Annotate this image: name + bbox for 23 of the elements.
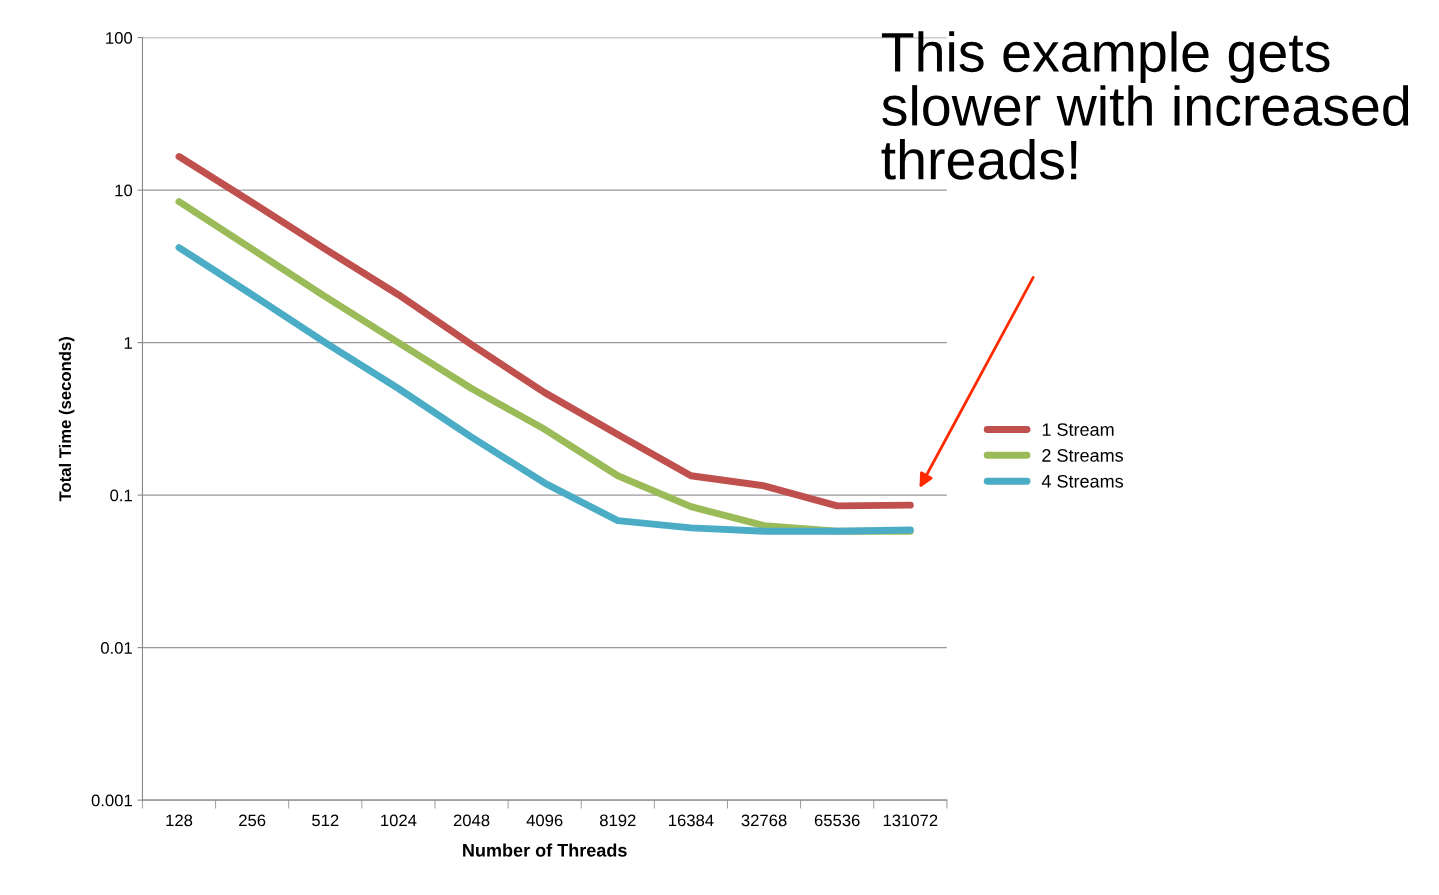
annotation: This example gets slower with increased threads! <box>881 31 1409 180</box>
y-tick-label: 0.01 <box>100 642 132 654</box>
legend-label: 4 Streams <box>1041 474 1124 488</box>
x-tick-label: 512 <box>312 814 339 827</box>
x-tick-label: 256 <box>239 814 266 827</box>
x-tick-label: 128 <box>166 814 193 827</box>
x-tick-label: 65536 <box>814 814 860 827</box>
y-axis-title: Total Time (seconds) <box>58 337 75 502</box>
x-tick-label: 131072 <box>883 814 938 827</box>
x-tick-label: 8192 <box>599 814 636 827</box>
x-tick-label: 1024 <box>381 814 417 827</box>
y-tick-label: 100 <box>106 31 133 44</box>
legend-label: 1 Stream <box>1042 423 1114 436</box>
y-tick-label: 0.1 <box>110 489 132 502</box>
legend-label: 2 Streams <box>1042 449 1124 462</box>
x-tick-label: 16384 <box>669 814 714 827</box>
x-tick-label: 4096 <box>526 814 563 827</box>
x-axis-title: Number of Threads <box>463 843 627 857</box>
y-tick-label: 10 <box>115 184 133 197</box>
y-tick-label: 1 <box>124 337 132 349</box>
x-tick-label: 2048 <box>453 814 490 827</box>
y-tick-label: 0.001 <box>91 794 132 807</box>
x-tick-label: 32768 <box>741 814 787 827</box>
